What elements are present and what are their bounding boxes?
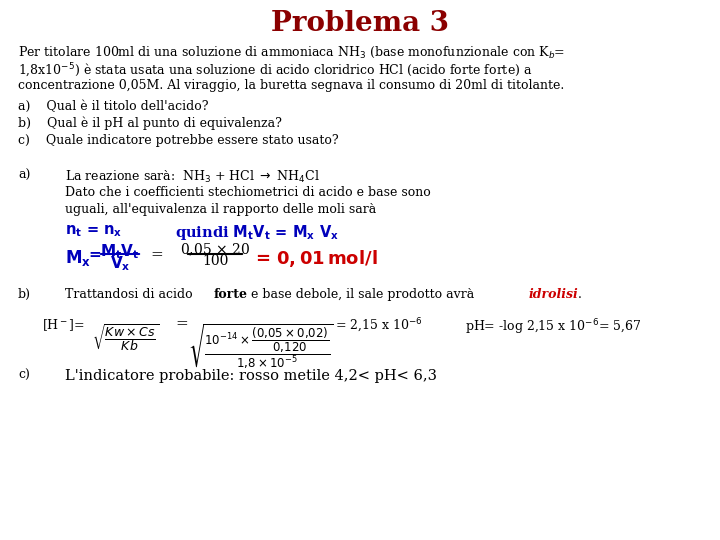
- Text: La reazione sarà:  NH$_3$ + HCl $\rightarrow$ NH$_4$Cl: La reazione sarà: NH$_3$ + HCl $\rightar…: [65, 169, 320, 185]
- Text: idrolisi: idrolisi: [529, 288, 579, 301]
- Text: concentrazione 0,05M. Al viraggio, la buretta segnava il consumo di 20ml di tito: concentrazione 0,05M. Al viraggio, la bu…: [18, 79, 564, 92]
- Text: c): c): [18, 369, 30, 382]
- Text: 100: 100: [202, 254, 228, 268]
- Text: b): b): [18, 288, 31, 301]
- Text: 1,8x10$^{-5}$) è stata usata una soluzione di acido cloridrico HCl (acido forte : 1,8x10$^{-5}$) è stata usata una soluzio…: [18, 62, 532, 80]
- Text: uguali, all'equivalenza il rapporto delle moli sarà: uguali, all'equivalenza il rapporto dell…: [65, 203, 377, 216]
- Text: $\mathbf{M_t V_t}$: $\mathbf{M_t V_t}$: [100, 242, 140, 261]
- Text: a): a): [18, 169, 30, 182]
- Text: e base debole, il sale prodotto avrà: e base debole, il sale prodotto avrà: [247, 288, 478, 301]
- Text: $\sqrt{\dfrac{10^{-14} \times \dfrac{(0{,}05\times0{,}02)}{0{,}120}}{1{,}8\times: $\sqrt{\dfrac{10^{-14} \times \dfrac{(0{…: [188, 322, 334, 370]
- Text: [H$^-$]=: [H$^-$]=: [42, 317, 85, 333]
- Text: = 2,15 x 10$^{-6}$: = 2,15 x 10$^{-6}$: [335, 317, 423, 335]
- Text: pH= -log 2,15 x 10$^{-6}$= 5,67: pH= -log 2,15 x 10$^{-6}$= 5,67: [465, 317, 642, 336]
- Text: 0,05 $\times$ 20: 0,05 $\times$ 20: [180, 242, 250, 259]
- Text: .: .: [578, 288, 582, 301]
- Text: $\mathbf{M_x}$: $\mathbf{M_x}$: [65, 248, 91, 268]
- Text: = $\mathbf{0,01\,mol/l}$: = $\mathbf{0,01\,mol/l}$: [255, 248, 378, 269]
- Text: $\mathbf{n_t}$ = $\mathbf{n_x}$: $\mathbf{n_t}$ = $\mathbf{n_x}$: [65, 223, 122, 239]
- Text: =: =: [150, 248, 163, 262]
- Text: a)    Qual è il titolo dell'acido?: a) Qual è il titolo dell'acido?: [18, 100, 209, 113]
- Text: Trattandosi di acido: Trattandosi di acido: [65, 288, 197, 301]
- Text: $\sqrt{\dfrac{Kw \times Cs}{Kb}}$: $\sqrt{\dfrac{Kw \times Cs}{Kb}}$: [92, 322, 159, 353]
- Text: quindi $\mathbf{M_t V_t}$ = $\mathbf{M_x}$ $\mathbf{V_x}$: quindi $\mathbf{M_t V_t}$ = $\mathbf{M_x…: [175, 223, 339, 242]
- Text: =: =: [175, 317, 188, 331]
- Text: Problema 3: Problema 3: [271, 10, 449, 37]
- Text: L'indicatore probabile: rosso metile 4,2< pH< 6,3: L'indicatore probabile: rosso metile 4,2…: [65, 369, 437, 383]
- Text: forte: forte: [214, 288, 248, 301]
- Text: =: =: [88, 248, 101, 262]
- Text: c)    Quale indicatore potrebbe essere stato usato?: c) Quale indicatore potrebbe essere stat…: [18, 134, 338, 147]
- Text: Per titolare 100ml di una soluzione di ammoniaca NH$_3$ (base monofunzionale con: Per titolare 100ml di una soluzione di a…: [18, 45, 565, 60]
- Text: $\mathbf{V_x}$: $\mathbf{V_x}$: [109, 254, 130, 273]
- Text: Dato che i coefficienti stechiometrici di acido e base sono: Dato che i coefficienti stechiometrici d…: [65, 186, 431, 199]
- Text: b)    Qual è il pH al punto di equivalenza?: b) Qual è il pH al punto di equivalenza?: [18, 117, 282, 131]
